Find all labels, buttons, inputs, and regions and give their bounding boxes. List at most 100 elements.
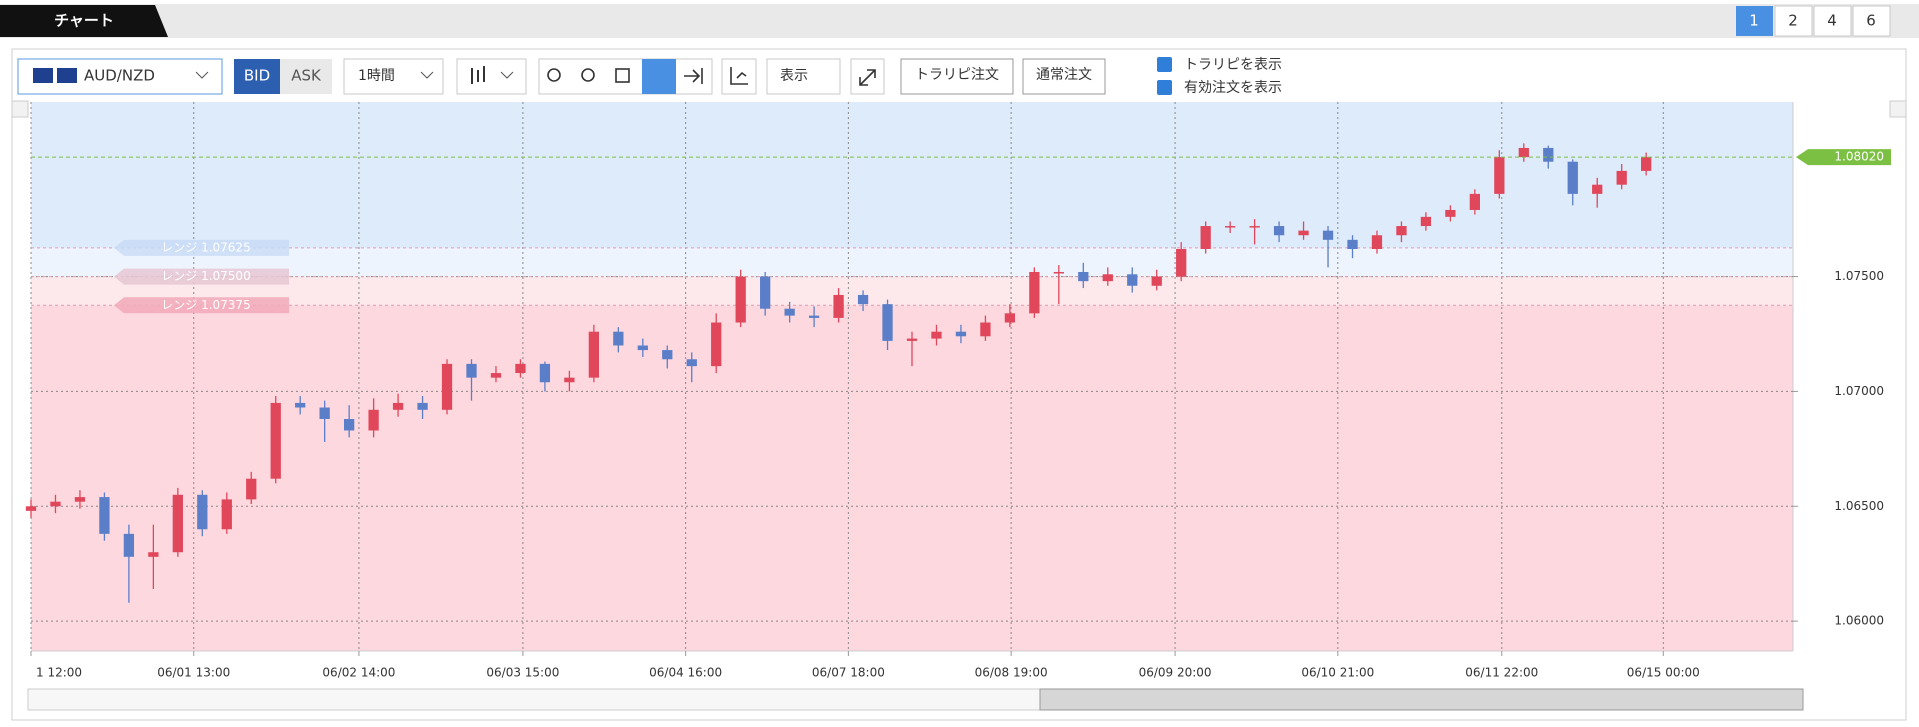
candle-body bbox=[711, 322, 722, 367]
zoom-out[interactable] bbox=[581, 68, 595, 82]
candle-body bbox=[1347, 239, 1358, 250]
display-button[interactable] bbox=[766, 58, 841, 95]
candle-body bbox=[588, 331, 600, 378]
candle-body bbox=[784, 308, 795, 316]
candle-body bbox=[760, 276, 771, 309]
candle-body bbox=[1469, 193, 1481, 210]
candle-icon bbox=[471, 66, 485, 84]
candle-body bbox=[295, 402, 306, 408]
candle-body bbox=[1445, 209, 1456, 217]
range-zone bbox=[31, 276, 1793, 306]
candle-body bbox=[882, 304, 893, 341]
flag bbox=[57, 68, 77, 83]
candle-body bbox=[343, 418, 355, 431]
candle-body bbox=[1567, 161, 1578, 194]
normal-order-label[interactable]: 通常注文 bbox=[1036, 67, 1092, 83]
candle-body bbox=[1641, 157, 1652, 171]
candle-body bbox=[246, 478, 257, 500]
candle-body bbox=[1224, 226, 1236, 228]
page-button[interactable] bbox=[1774, 5, 1813, 37]
current-price-tag bbox=[1796, 149, 1891, 166]
scroll-thumb[interactable] bbox=[1039, 688, 1804, 711]
candle-body bbox=[980, 322, 991, 337]
candle-body bbox=[1004, 313, 1016, 323]
x-tick-label: 06/09 20:00 bbox=[1139, 666, 1212, 680]
bid-label[interactable]: BID bbox=[244, 67, 270, 85]
candle-body bbox=[1322, 230, 1334, 240]
fit-button[interactable] bbox=[615, 68, 630, 83]
range-zone bbox=[31, 247, 1793, 277]
page-button[interactable] bbox=[1852, 5, 1891, 37]
candle-body bbox=[1102, 274, 1113, 282]
trarepeat-order-button[interactable] bbox=[900, 58, 1014, 95]
candle-body bbox=[417, 402, 428, 410]
x-tick-label: 06/10 21:00 bbox=[1301, 666, 1374, 680]
plot: 1.06000 1.06500 1.07000 1.07500 1 12:00 06/01… bbox=[25, 102, 1891, 680]
interval-select[interactable] bbox=[343, 58, 444, 95]
expand-icon bbox=[859, 69, 876, 86]
tab[interactable] bbox=[0, 5, 168, 37]
range-label: レンジ 1.07375 bbox=[161, 298, 250, 312]
candle-body bbox=[931, 331, 942, 339]
checkbox-label[interactable]: トラリピを表示 bbox=[1184, 57, 1282, 73]
chart-type-select[interactable] bbox=[456, 58, 527, 95]
x-tick-label: 06/07 18:00 bbox=[812, 666, 885, 680]
pair-label[interactable]: AUD/NZD bbox=[84, 67, 155, 85]
candle-body bbox=[1249, 226, 1260, 228]
candle-body bbox=[686, 359, 697, 367]
candle-body bbox=[1273, 226, 1285, 236]
candle-body bbox=[955, 331, 967, 337]
candle-body bbox=[857, 294, 869, 305]
ask-label[interactable]: ASK bbox=[291, 67, 322, 85]
x-tick-label: 1 12:00 bbox=[36, 666, 82, 680]
checkbox[interactable] bbox=[1157, 57, 1172, 72]
chevron bbox=[420, 71, 434, 79]
candle-body bbox=[1298, 230, 1309, 236]
page-label[interactable]: 6 bbox=[1866, 12, 1876, 30]
candle-body bbox=[1200, 226, 1211, 250]
zoom-in[interactable] bbox=[547, 68, 561, 82]
bid-button[interactable] bbox=[234, 59, 280, 94]
tool-group bbox=[538, 58, 713, 95]
candle-body bbox=[808, 315, 820, 318]
candle-body bbox=[1420, 216, 1432, 227]
trarepeat-order-label[interactable]: トラリピ注文 bbox=[915, 67, 999, 83]
range-tag bbox=[114, 239, 289, 256]
page-label[interactable]: 1 bbox=[1749, 12, 1759, 30]
tab-label[interactable]: チャート bbox=[54, 12, 114, 30]
candle-body bbox=[1494, 157, 1505, 194]
y-lock-button[interactable] bbox=[642, 59, 676, 94]
chevron bbox=[195, 71, 209, 79]
page-button[interactable] bbox=[1736, 6, 1773, 36]
interval-label[interactable]: 1時間 bbox=[358, 68, 395, 84]
display-label[interactable]: 表示 bbox=[780, 68, 808, 84]
checkbox[interactable] bbox=[1157, 80, 1172, 95]
candle-body bbox=[368, 409, 379, 431]
x-tick-label: 06/02 14:00 bbox=[322, 666, 395, 680]
candle-body bbox=[1518, 147, 1529, 158]
ask-button[interactable] bbox=[280, 59, 332, 94]
normal-order-button[interactable] bbox=[1022, 58, 1106, 95]
scroll-end[interactable] bbox=[684, 68, 703, 84]
range-tag bbox=[114, 297, 289, 314]
tab-bar bbox=[0, 4, 1919, 38]
range-zone bbox=[31, 102, 1793, 248]
page-label[interactable]: 4 bbox=[1827, 12, 1837, 30]
candle-body bbox=[564, 377, 575, 383]
candle-body bbox=[833, 294, 844, 318]
candle-body bbox=[319, 407, 330, 419]
checkbox-label[interactable]: 有効注文を表示 bbox=[1184, 80, 1282, 96]
candle-body bbox=[662, 350, 673, 360]
candle-body bbox=[1396, 226, 1407, 236]
page-label[interactable]: 2 bbox=[1788, 12, 1798, 30]
range-label: レンジ 1.07500 bbox=[161, 269, 250, 283]
x-tick-label: 06/01 13:00 bbox=[157, 666, 230, 680]
page-button[interactable] bbox=[1813, 5, 1852, 37]
right-toggle[interactable] bbox=[1889, 100, 1907, 118]
candle-body bbox=[1127, 274, 1138, 286]
candle-body bbox=[539, 363, 551, 383]
x-tick-label: 06/04 16:00 bbox=[649, 666, 722, 680]
left-toggle[interactable] bbox=[11, 100, 29, 118]
candle-body bbox=[1151, 276, 1162, 286]
